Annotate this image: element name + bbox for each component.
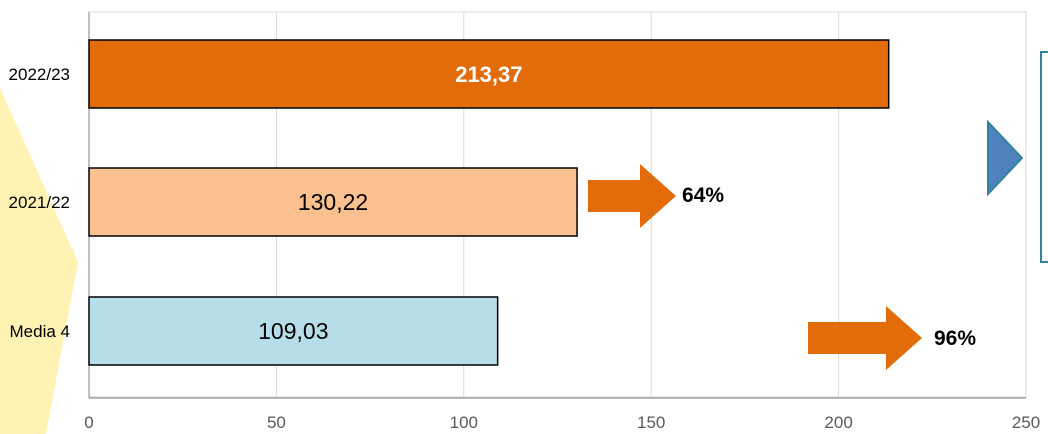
- callout-box-edge: [1040, 51, 1048, 263]
- annotation-64: 64%: [682, 184, 724, 207]
- x-tick-label: 150: [637, 413, 665, 432]
- x-tick-label: 200: [824, 413, 852, 432]
- x-tick-label: 0: [84, 413, 93, 432]
- bar-value-label: 130,22: [298, 189, 368, 215]
- bar-value-label: 109,03: [258, 318, 328, 344]
- triangle-right-icon: [987, 119, 1024, 197]
- x-tick-label: 100: [450, 413, 478, 432]
- bars-layer: 213,37 130,22 109,03: [88, 39, 890, 366]
- x-tick-label: 250: [1012, 413, 1040, 432]
- category-label: 2021/22: [9, 193, 70, 212]
- arrow-96-icon: [808, 306, 922, 370]
- highlight-beam: [0, 88, 78, 434]
- bar: [88, 167, 578, 237]
- category-labels: 2022/23 2021/22 Media 4: [9, 65, 70, 341]
- x-tick-labels: 0 50 100 150 200 250: [84, 413, 1040, 432]
- x-tick-label: 50: [267, 413, 286, 432]
- bar: [88, 296, 499, 366]
- bar: [88, 39, 890, 109]
- annotation-96: 96%: [934, 327, 976, 350]
- bar-value-label: 213,37: [455, 62, 522, 87]
- arrow-64-icon: [588, 164, 676, 228]
- category-label: 2022/23: [9, 65, 70, 84]
- category-label: Media 4: [10, 322, 70, 341]
